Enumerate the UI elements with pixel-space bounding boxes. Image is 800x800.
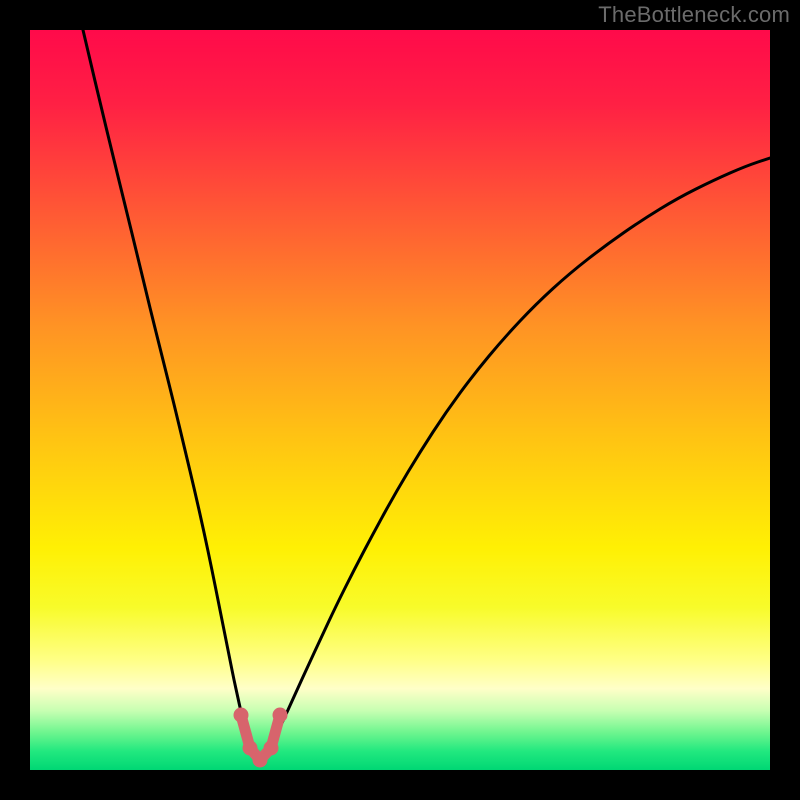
plot-area — [30, 30, 770, 770]
trough-marker-dot — [234, 708, 249, 723]
chart-canvas: TheBottleneck.com — [0, 0, 800, 800]
trough-marker-dot — [253, 753, 268, 768]
gradient-background — [30, 30, 770, 770]
trough-marker-dot — [243, 741, 258, 756]
chart-svg — [30, 30, 770, 770]
trough-marker-dot — [264, 741, 279, 756]
trough-marker-dot — [273, 708, 288, 723]
watermark-label: TheBottleneck.com — [598, 2, 790, 28]
